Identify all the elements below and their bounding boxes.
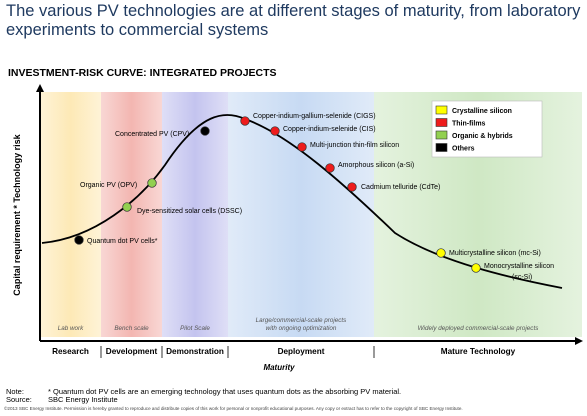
point-label-copper-indium-selenide-cis: Copper-indium-selenide (CIS) [283,126,376,133]
point-label-quantum-dot-pv-cells: Quantum dot PV cells* [87,238,158,245]
point-label-monocrystalline-silicon: Monocrystalline silicon [484,263,554,270]
point-marker-quantum-dot-pv-cells [74,235,84,245]
source-label: Source: [6,395,32,404]
legend-label-thin-films: Thin-films [452,121,486,128]
stage-label-mature-technology: Mature Technology [441,347,516,356]
chart-subtitle: INVESTMENT-RISK CURVE: INTEGRATED PROJEC… [8,67,277,79]
point-label-multi-junction-thin-film-silicon: Multi-junction thin-film silicon [310,142,399,149]
point-label-copper-indium-gallium-selenide-cigs: Copper-indium-gallium-selenide (CIGS) [253,113,376,120]
page-title: The various PV technologies are at diffe… [6,2,581,39]
point-marker-organic-pv-opv [147,178,157,188]
point-marker-monocrystalline-silicon [471,263,481,273]
stage-band-research [40,92,101,337]
point-label-dye-sensitized-solar-cells-dssc: Dye-sensitized solar cells (DSSC) [137,208,242,215]
legend-swatch-thin-films [435,118,448,127]
legend-label-others: Others [452,146,475,153]
point-marker-multi-junction-thin-film-silicon [297,142,307,152]
legend-swatch-crystalline-silicon [435,105,448,115]
stage-band-development [101,92,162,337]
stage-label-demonstration: Demonstration [166,347,224,356]
legend-swatch-others [435,143,448,152]
stage-note-mature-technology: Widely deployed commercial-scale project… [418,325,540,332]
point-marker-amorphous-silicon-a-si [325,163,335,173]
stage-band-demonstration [162,92,228,337]
point-marker-multicrystalline-silicon-mc-si [436,248,446,258]
copyright-text: ©2013 SBC Energy Institute. Permission i… [4,406,463,411]
point-marker-copper-indium-gallium-selenide-cigs [240,116,250,126]
y-axis-arrow [36,84,44,92]
stage-note-deployment-0: Large/commercial-scale projects [256,317,347,324]
source-text: SBC Energy Institute [48,395,118,404]
stage-label-research: Research [52,347,89,356]
legend-label-crystalline-silicon: Crystalline silicon [452,108,512,115]
note-label: Note: [6,387,24,396]
point-label-cadmium-telluride-cdte: Cadmium telluride (CdTe) [361,184,440,191]
stage-label-deployment: Deployment [278,347,325,356]
x-axis-title: Maturity [263,363,295,372]
point-label-amorphous-silicon-a-si: Amorphous silicon (a-Si) [338,162,414,169]
point-label-organic-pv-opv: Organic PV (OPV) [80,182,137,189]
legend-box [431,100,543,158]
y-axis-title: Capital requirement * Technology risk [12,133,22,295]
point-marker-copper-indium-selenide-cis [270,126,280,136]
note-text: * Quantum dot PV cells are an emerging t… [48,387,402,396]
point-label-concentrated-pv-cpv: Concentrated PV (CPV) [115,131,189,138]
legend-swatch-organic-hybrids [435,130,448,140]
stage-note-deployment-1: with ongoing optimization [266,325,337,332]
point-label-multicrystalline-silicon-mc-si: Multicrystalline silicon (mc-Si) [449,250,541,257]
stage-note-development: Bench scale [114,325,149,332]
stage-band-deployment [228,92,374,337]
point-label-monocrystalline-silicon-line2: (sc-Si) [512,274,532,281]
legend-label-organic-hybrids: Organic & hybrids [452,133,513,140]
x-axis-arrow [575,337,583,345]
point-marker-dye-sensitized-solar-cells-dssc [122,202,132,212]
point-marker-concentrated-pv-cpv [200,126,210,136]
stage-label-development: Development [106,347,158,356]
stage-note-demonstration: Pilot Scale [180,325,210,332]
point-marker-cadmium-telluride-cdte [347,182,357,192]
risk-curve [41,114,563,289]
stage-note-research: Lab work [58,325,84,332]
